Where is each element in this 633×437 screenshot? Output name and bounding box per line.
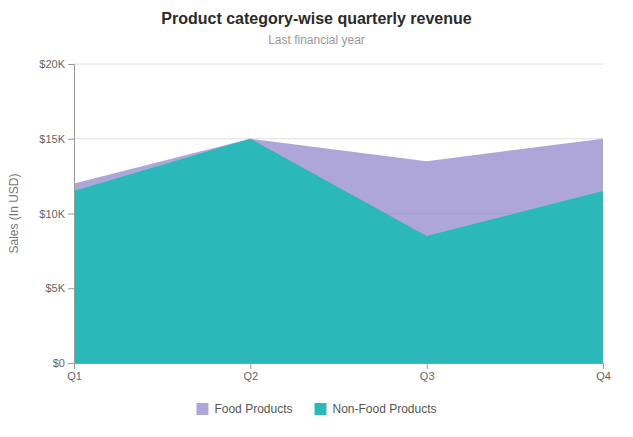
area: [74, 139, 603, 363]
y-tick: $10K: [39, 208, 74, 220]
x-axis-line: [75, 364, 604, 370]
legend: Food Products Non-Food Products: [196, 402, 436, 416]
y-tick: $15K: [39, 133, 74, 145]
x-tick-mark: [427, 363, 428, 369]
x-tick-mark: [250, 363, 251, 369]
legend-swatch: [314, 403, 326, 415]
y-axis-line: [68, 65, 75, 364]
chart: Q1 Q2 Q3 Q4 $0 $5K $10K $15K $20K Sales (In USD) P…: [0, 0, 633, 437]
legend-label: Non-Food Products: [332, 402, 436, 416]
x-tick-mark: [603, 363, 604, 369]
x-tick-label: Q3: [420, 370, 435, 382]
x-tick: Q3: [420, 363, 435, 382]
y-tick: $20K: [39, 58, 74, 70]
legend-swatch: [196, 403, 208, 415]
title: Product category-wise quarterly revenue: [161, 10, 471, 27]
subtitle: Last financial year: [268, 33, 365, 47]
x-tick-label: Q1: [67, 370, 82, 382]
y-tick-mark: [68, 288, 74, 289]
legend-item: Non-Food Products: [314, 402, 436, 416]
grid: [74, 64, 603, 363]
y-tick-label: $0: [53, 357, 65, 369]
x-tick-label: Q2: [243, 370, 258, 382]
grid-line: [74, 64, 603, 65]
y-tick-label: $15K: [39, 133, 65, 145]
y-tick-mark: [68, 214, 74, 215]
x-tick: Q1: [67, 363, 82, 382]
legend-label: Food Products: [214, 402, 292, 416]
y-tick-label: $20K: [39, 58, 65, 70]
plot-area: [74, 139, 603, 363]
y-tick-mark: [68, 363, 74, 364]
x-tick: Q4: [596, 363, 611, 382]
y-tick-mark: [68, 64, 74, 65]
x-tick: Q2: [243, 363, 258, 382]
y-axis-title: Sales (In USD): [7, 173, 21, 253]
y-tick: $5K: [45, 282, 74, 294]
y-tick-label: $5K: [45, 282, 65, 294]
y-tick-mark: [68, 139, 74, 140]
legend-item: Food Products: [196, 402, 292, 416]
y-axis: $0 $5K $10K $15K $20K: [39, 58, 74, 369]
x-axis: Q1 Q2 Q3 Q4: [67, 363, 611, 382]
grid-line: [74, 138, 603, 139]
y-tick: $0: [53, 357, 74, 369]
x-tick-label: Q4: [596, 370, 611, 382]
area: [74, 139, 603, 363]
y-tick-label: $10K: [39, 208, 65, 220]
